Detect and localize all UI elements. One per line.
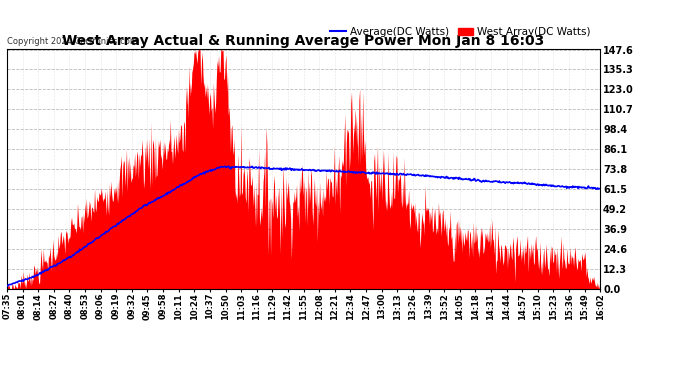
Title: West Array Actual & Running Average Power Mon Jan 8 16:03: West Array Actual & Running Average Powe… <box>63 34 544 48</box>
Text: Copyright 2024 Cartronics.com: Copyright 2024 Cartronics.com <box>7 38 138 46</box>
Legend: Average(DC Watts), West Array(DC Watts): Average(DC Watts), West Array(DC Watts) <box>326 23 595 41</box>
